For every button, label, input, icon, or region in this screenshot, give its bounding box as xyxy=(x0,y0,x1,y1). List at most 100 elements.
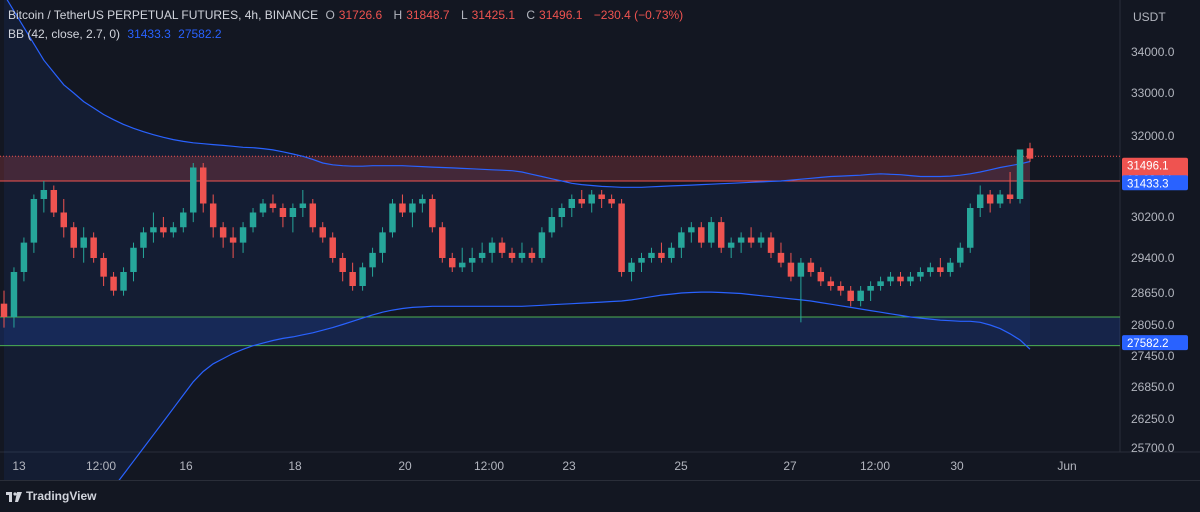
candle-body[interactable] xyxy=(279,208,287,217)
candle-body[interactable] xyxy=(578,199,585,204)
candle-body[interactable] xyxy=(409,203,416,213)
candle-body[interactable] xyxy=(199,167,207,204)
candle-body[interactable] xyxy=(648,252,655,258)
candle-body[interactable] xyxy=(100,258,107,277)
candle-body[interactable] xyxy=(737,237,745,243)
candle-body[interactable] xyxy=(698,227,705,243)
candle-body[interactable] xyxy=(528,252,536,258)
candle-body[interactable] xyxy=(120,272,127,291)
candle-body[interactable] xyxy=(180,212,187,228)
candle-body[interactable] xyxy=(219,227,227,238)
candle-body[interactable] xyxy=(478,252,486,258)
candle-body[interactable] xyxy=(1006,194,1014,200)
candle-body[interactable] xyxy=(488,242,496,253)
candle-body[interactable] xyxy=(618,203,625,273)
candle-body[interactable] xyxy=(309,203,317,228)
candle-body[interactable] xyxy=(190,167,197,213)
candle-body[interactable] xyxy=(538,232,546,258)
candle-body[interactable] xyxy=(907,276,914,282)
candle-body[interactable] xyxy=(957,247,964,263)
candle-body[interactable] xyxy=(170,227,177,233)
bb-label[interactable]: BB (42, close, 2.7, 0) xyxy=(8,27,121,41)
candle-body[interactable] xyxy=(777,252,785,263)
candle-body[interactable] xyxy=(209,203,217,228)
candle-body[interactable] xyxy=(708,222,715,243)
candle-body[interactable] xyxy=(598,194,605,200)
candle-body[interactable] xyxy=(937,267,944,272)
candle-body[interactable] xyxy=(847,290,854,301)
candle-body[interactable] xyxy=(797,262,805,277)
bollinger-upper-line[interactable] xyxy=(4,0,1031,188)
tradingview-logo[interactable]: TradingView xyxy=(6,489,96,503)
candle-body[interactable] xyxy=(269,203,277,209)
candle-body[interactable] xyxy=(1016,149,1024,200)
candle-body[interactable] xyxy=(996,194,1004,204)
candle-body[interactable] xyxy=(927,267,934,272)
candle-body[interactable] xyxy=(558,208,566,217)
candle-body[interactable] xyxy=(628,262,635,272)
candle-body[interactable] xyxy=(588,194,595,204)
candle-body[interactable] xyxy=(249,212,257,228)
candle-body[interactable] xyxy=(259,203,267,213)
candle-body[interactable] xyxy=(329,237,336,259)
candle-body[interactable] xyxy=(986,194,994,204)
candle-body[interactable] xyxy=(817,272,825,282)
candle-body[interactable] xyxy=(658,252,665,258)
candle-body[interactable] xyxy=(458,262,466,268)
candle-body[interactable] xyxy=(319,227,326,238)
candle-body[interactable] xyxy=(727,242,735,248)
candle-body[interactable] xyxy=(518,252,526,258)
candle-body[interactable] xyxy=(678,232,685,248)
candle-body[interactable] xyxy=(60,212,68,228)
candle-body[interactable] xyxy=(289,208,297,217)
candle-body[interactable] xyxy=(0,303,8,317)
candle-body[interactable] xyxy=(439,227,446,258)
candle-body[interactable] xyxy=(917,272,924,277)
candle-body[interactable] xyxy=(837,286,844,291)
candle-body[interactable] xyxy=(887,276,894,282)
candle-body[interactable] xyxy=(389,203,396,233)
bollinger-lower-line[interactable] xyxy=(3,291,1031,511)
candle-body[interactable] xyxy=(349,272,356,286)
candle-body[interactable] xyxy=(897,276,904,282)
candle-body[interactable] xyxy=(80,237,87,248)
candle-body[interactable] xyxy=(419,199,426,204)
candle-body[interactable] xyxy=(140,232,147,248)
price-unit[interactable]: USDT xyxy=(1133,10,1166,24)
candle-body[interactable] xyxy=(359,267,366,286)
candle-body[interactable] xyxy=(70,227,77,248)
candle-body[interactable] xyxy=(787,262,795,277)
support-zone[interactable] xyxy=(0,317,1120,346)
candle-body[interactable] xyxy=(379,232,386,253)
candle-body[interactable] xyxy=(40,190,48,199)
candle-body[interactable] xyxy=(638,258,645,263)
plot-area[interactable] xyxy=(0,0,1120,452)
candle-body[interactable] xyxy=(130,247,137,272)
candle-body[interactable] xyxy=(548,217,556,233)
candle-body[interactable] xyxy=(50,190,58,213)
candle-body[interactable] xyxy=(299,203,307,209)
candle-body[interactable] xyxy=(668,247,675,258)
candle-body[interactable] xyxy=(369,252,376,268)
candle-body[interactable] xyxy=(468,258,476,263)
candle-body[interactable] xyxy=(608,199,615,204)
candle-body[interactable] xyxy=(239,227,247,243)
candle-body[interactable] xyxy=(747,237,755,243)
candle-body[interactable] xyxy=(110,276,117,291)
candle-body[interactable] xyxy=(976,194,984,209)
candle-body[interactable] xyxy=(947,262,954,272)
candle-body[interactable] xyxy=(339,258,346,272)
candle-body[interactable] xyxy=(20,242,28,272)
candle-body[interactable] xyxy=(757,237,765,243)
candle-body[interactable] xyxy=(10,272,18,317)
candle-body[interactable] xyxy=(877,281,884,286)
candle-body[interactable] xyxy=(429,199,436,228)
candle-body[interactable] xyxy=(150,227,157,233)
candle-body[interactable] xyxy=(688,227,695,233)
candle-body[interactable] xyxy=(30,199,38,243)
candle-body[interactable] xyxy=(1026,148,1034,159)
candle-body[interactable] xyxy=(508,252,516,258)
candle-body[interactable] xyxy=(568,199,576,208)
candle-body[interactable] xyxy=(807,262,815,272)
